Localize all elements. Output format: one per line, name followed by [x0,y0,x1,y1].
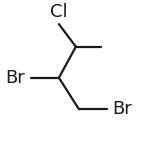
Text: Br: Br [112,100,132,118]
Text: Cl: Cl [50,3,68,21]
Text: Br: Br [5,69,25,87]
